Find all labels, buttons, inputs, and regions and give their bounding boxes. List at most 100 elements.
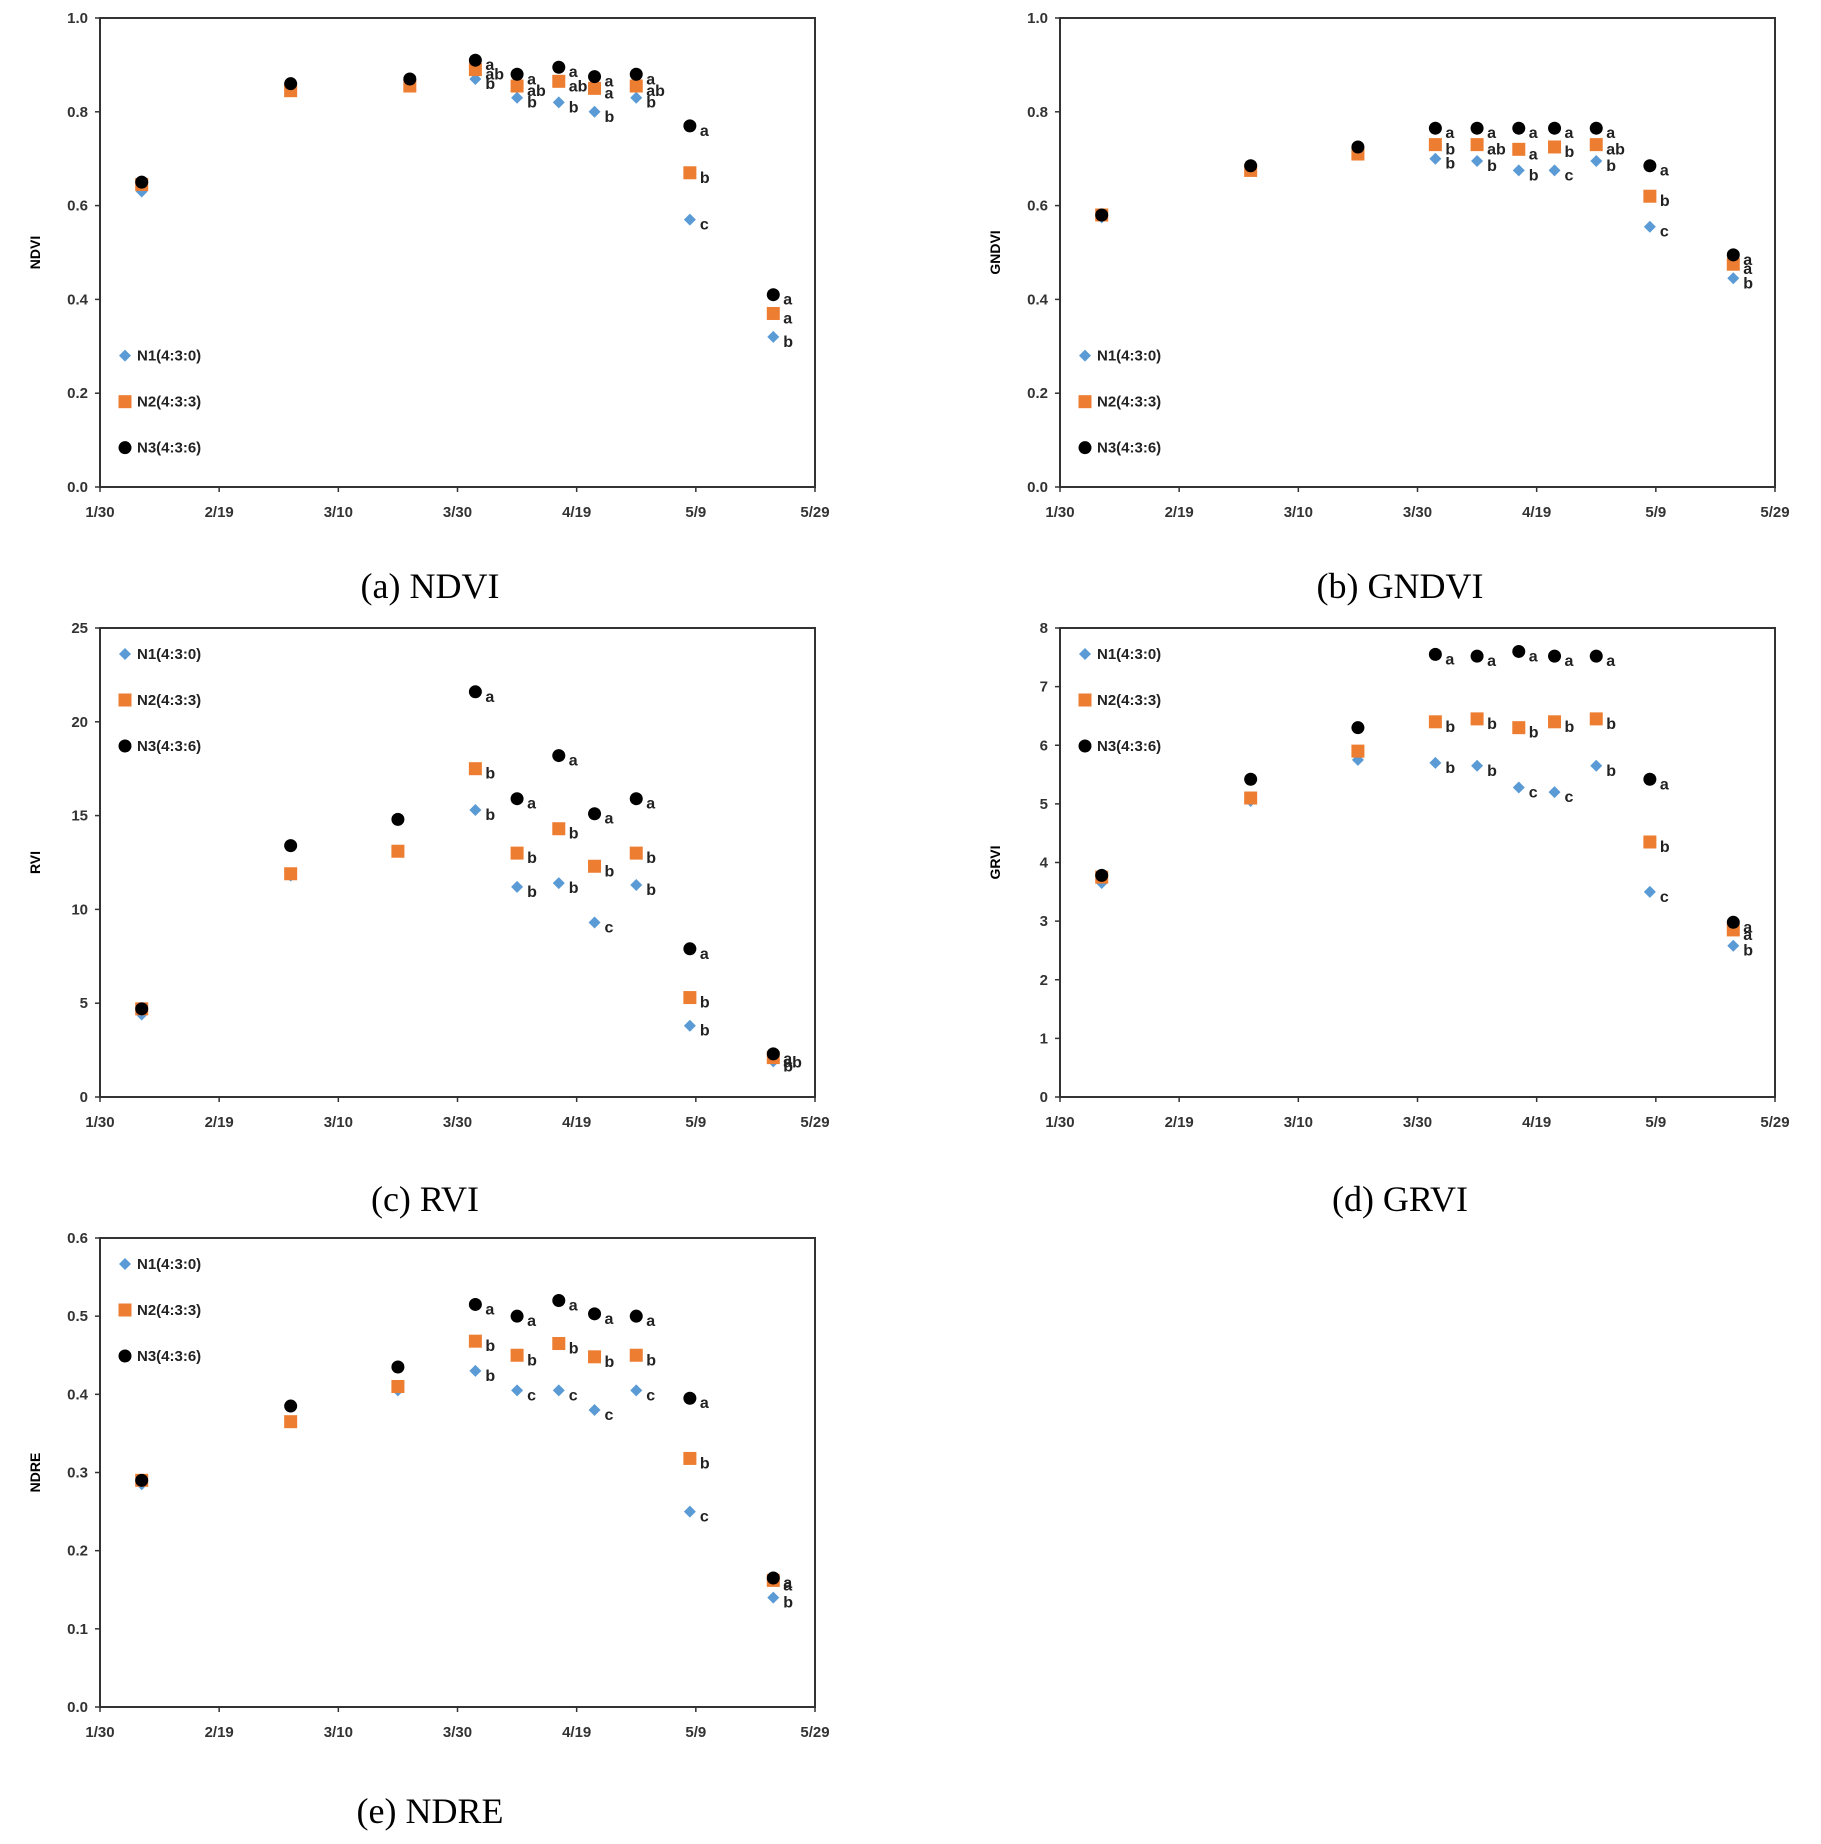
ndvi-x-tick-label: 2/19 <box>205 504 234 521</box>
rvi-point-n1 <box>511 880 524 893</box>
ndvi-point-n2 <box>629 79 643 93</box>
ndvi-point-n2 <box>766 306 780 320</box>
ndvi-significance-letter: ab <box>569 78 588 95</box>
ndvi-point-n2 <box>552 74 566 88</box>
gndvi-y-tick-label: 0.0 <box>1027 479 1048 496</box>
ndvi-point-n1 <box>588 105 601 118</box>
rvi-point-n1 <box>469 803 482 816</box>
grvi-point-n1 <box>1548 786 1561 799</box>
ndvi-y-axis-label: NDVI <box>27 236 43 269</box>
ndre-x-tick-label: 3/10 <box>324 1724 353 1741</box>
caption-ndvi: (a) NDVI <box>360 566 500 606</box>
ndvi-significance-letter: a <box>700 123 709 140</box>
ndre-legend-label: N1(4:3:0) <box>137 1256 201 1273</box>
rvi-point-n3 <box>284 839 298 853</box>
grvi-y-tick-label: 0 <box>1040 1089 1048 1106</box>
ndre-significance-letter: c <box>700 1509 709 1526</box>
ndre-significance-letter: a <box>783 1577 792 1594</box>
gndvi-point-n1 <box>1512 164 1525 177</box>
rvi-significance-letter: b <box>700 995 710 1012</box>
gndvi-point-n1 <box>1590 155 1603 168</box>
grvi-legend-label: N1(4:3:0) <box>1097 646 1161 663</box>
ndre-x-tick-label: 1/30 <box>85 1724 114 1741</box>
ndvi-significance-letter: a <box>605 74 614 91</box>
ndre-legend-marker-n1 <box>119 1258 131 1270</box>
rvi-legend-label: N2(4:3:3) <box>137 692 201 709</box>
ndvi-legend-marker-n3 <box>118 441 132 455</box>
rvi-significance-letter: a <box>527 796 536 813</box>
grvi-significance-letter: a <box>1565 653 1574 670</box>
gndvi-significance-letter: c <box>1660 224 1669 241</box>
gndvi-significance-letter: a <box>1529 146 1538 163</box>
gndvi-point-n3 <box>1095 208 1109 222</box>
ndre-significance-letter: b <box>527 1352 537 1369</box>
rvi-markers <box>135 685 780 1068</box>
grvi-point-n3 <box>1512 644 1526 658</box>
rvi-significance-letter: b <box>569 826 579 843</box>
ndre-significance-letter: c <box>646 1387 655 1404</box>
rvi-point-n3 <box>683 942 697 956</box>
grvi-point-n2 <box>1643 835 1657 849</box>
gndvi-point-n3 <box>1548 121 1562 135</box>
ndvi-point-n2 <box>683 166 697 180</box>
rvi-significance-letter: b <box>527 850 537 867</box>
ndre-point-n1 <box>469 1364 482 1377</box>
ndvi-y-tick-label: 0.8 <box>67 104 88 121</box>
grvi-y-tick-label: 2 <box>1040 972 1048 989</box>
grvi-point-n1 <box>1590 759 1603 772</box>
ndvi-plot-frame <box>99 17 816 488</box>
gndvi-point-n2 <box>1428 138 1442 152</box>
gndvi-point-n1 <box>1643 220 1656 233</box>
rvi-point-n3 <box>629 792 643 806</box>
ndvi-legend-label: N3(4:3:6) <box>137 440 201 457</box>
grvi-significance-letter: c <box>1565 789 1574 806</box>
gndvi-significance-letter: b <box>1529 167 1539 184</box>
rvi-y-tick-label: 15 <box>71 808 88 825</box>
grvi-x-tick-label: 3/30 <box>1403 1114 1432 1131</box>
gndvi-legend-label: N3(4:3:6) <box>1097 440 1161 457</box>
grvi-legend-marker-n1 <box>1079 648 1091 660</box>
ndvi-point-n2 <box>510 79 524 93</box>
ndvi-significance-letter: a <box>569 64 578 81</box>
chart-rvi: 0 5 10 15 20 25 1/30 2/19 3/10 3/30 4/19 5/9 5/29 RVI… <box>0 610 860 1150</box>
ndvi-legend-label: N2(4:3:3) <box>137 394 201 411</box>
ndvi-point-n3 <box>510 67 524 81</box>
ndre-y-axis-label: NDRE <box>27 1453 43 1493</box>
rvi-legend-label: N3(4:3:6) <box>137 738 201 755</box>
rvi-point-n2 <box>468 762 482 776</box>
grvi-significance-letter: a <box>1487 653 1496 670</box>
ndvi-significance-letter: ab <box>527 83 546 100</box>
caption-gndvi: (b) GNDVI <box>1316 566 1484 606</box>
grvi-point-n2 <box>1428 715 1442 729</box>
grvi-y-tick-label: 3 <box>1040 913 1048 930</box>
rvi-y-tick-label: 0 <box>80 1089 88 1106</box>
ndre-point-n1 <box>552 1384 565 1397</box>
ndre-significance-letter: b <box>783 1595 793 1612</box>
ndre-significance-letter: a <box>527 1313 536 1330</box>
ndvi-point-n2 <box>588 81 602 95</box>
grvi-point-n3 <box>1095 868 1109 882</box>
ndre-significance-letter: c <box>569 1387 578 1404</box>
ndvi-point-n3 <box>284 77 298 91</box>
gndvi-significance-letter: a <box>1445 125 1454 142</box>
grvi-point-n3 <box>1643 772 1657 786</box>
rvi-point-n1 <box>683 1019 696 1032</box>
rvi-point-n3 <box>135 1002 149 1016</box>
rvi-point-n3 <box>510 792 524 806</box>
rvi-point-n1 <box>552 877 565 890</box>
ndre-markers <box>135 1294 780 1604</box>
grvi-significance-letter: b <box>1529 725 1539 742</box>
rvi-point-n3 <box>391 812 405 826</box>
ndre-point-n3 <box>588 1307 602 1321</box>
ndvi-y-tick-label: 0.4 <box>67 291 89 308</box>
rvi-significance-letter: a <box>700 946 709 963</box>
ndre-legend-label: N2(4:3:3) <box>137 1302 201 1319</box>
grvi-markers <box>1095 644 1740 952</box>
rvi-point-n2 <box>588 859 602 873</box>
grvi-point-n3 <box>1589 649 1603 663</box>
gndvi-point-n1 <box>1429 152 1442 165</box>
gndvi-significance-letter: b <box>1660 193 1670 210</box>
rvi-x-tick-label: 3/30 <box>443 1114 472 1131</box>
ndre-point-n2 <box>588 1350 602 1364</box>
grvi-point-n1 <box>1727 939 1740 952</box>
